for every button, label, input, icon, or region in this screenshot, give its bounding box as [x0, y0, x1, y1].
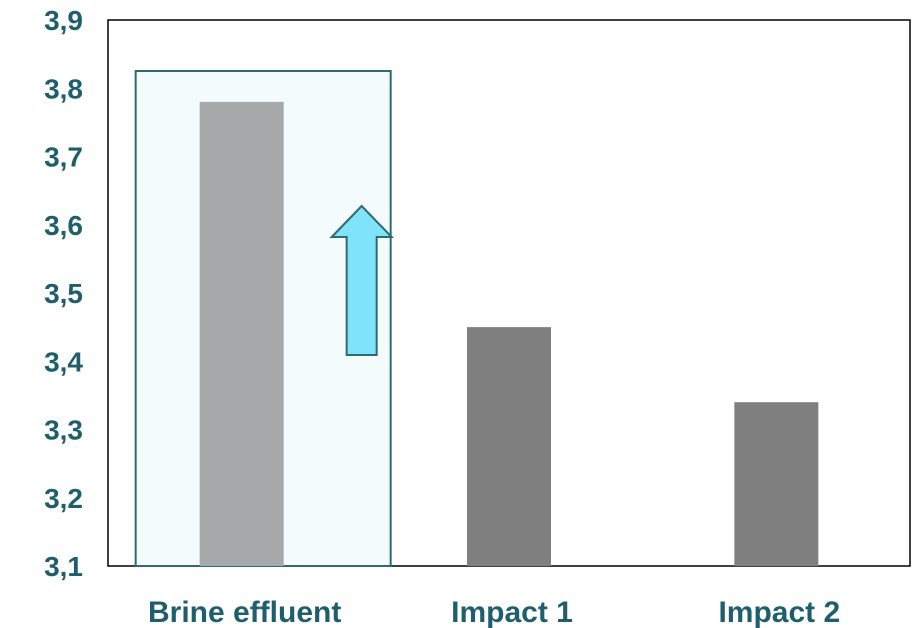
x-category-label: Impact 2 — [718, 596, 840, 628]
y-tick-label: 3,1 — [44, 551, 83, 582]
x-category-label: Brine effluent — [148, 596, 341, 628]
bar-impact-2 — [734, 402, 819, 566]
y-tick-label: 3,6 — [44, 210, 83, 241]
y-tick-label: 3,5 — [44, 278, 83, 309]
y-axis-ticks: 3,1 3,2 3,3 3,4 3,5 3,6 3,7 3,8 3,9 — [44, 5, 83, 582]
x-axis-labels: Brine effluent Impact 1 Impact 2 — [148, 596, 840, 628]
y-tick-label: 3,9 — [44, 5, 83, 36]
y-tick-label: 3,4 — [44, 346, 83, 377]
y-tick-label: 3,7 — [44, 142, 83, 173]
y-tick-label: 3,8 — [44, 73, 83, 104]
up-arrow-icon — [329, 204, 395, 356]
bar-impact-1 — [467, 327, 551, 566]
y-tick-label: 3,3 — [44, 415, 83, 446]
y-tick-label: 3,2 — [44, 483, 83, 514]
x-category-label: Impact 1 — [451, 596, 573, 628]
bar-brine-effluent — [199, 101, 284, 567]
bars — [199, 101, 819, 567]
arrow-layer — [329, 204, 395, 356]
